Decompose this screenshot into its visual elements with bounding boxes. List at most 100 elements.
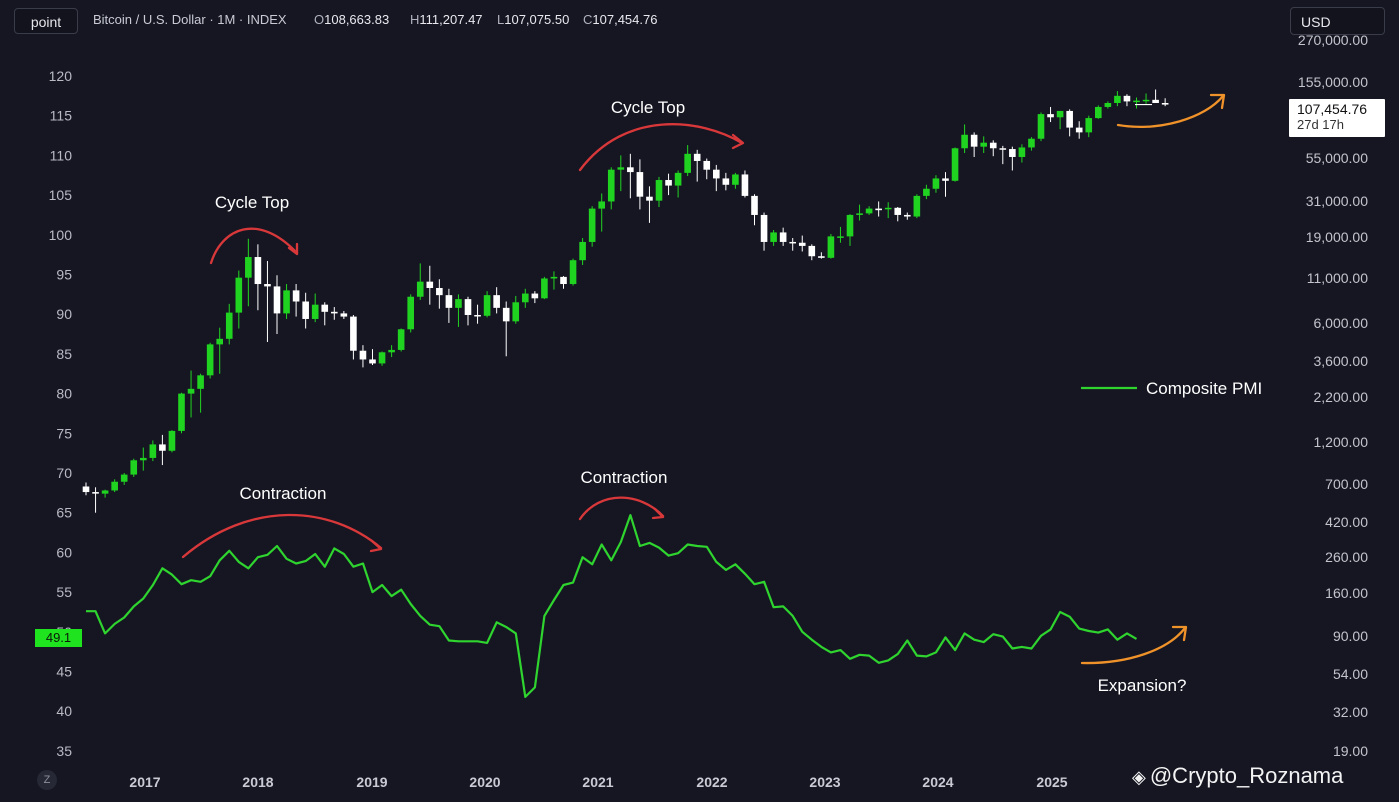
x-axis-tick: 2018 — [242, 774, 273, 790]
candle-body — [989, 142, 997, 149]
candle-body — [388, 349, 395, 353]
candle-body — [904, 214, 911, 217]
candle-body — [579, 241, 586, 261]
candle — [646, 186, 653, 223]
candle-body — [1028, 138, 1035, 148]
contraction-arrow-1 — [181, 513, 383, 559]
candle — [665, 173, 672, 196]
candle — [522, 288, 529, 308]
candle — [331, 307, 338, 320]
candle-body — [416, 281, 424, 297]
interval-button[interactable]: point — [14, 8, 78, 34]
candle — [302, 292, 309, 329]
candle-body — [865, 208, 873, 214]
last-price-tag: 107,454.76 27d 17h — [1289, 99, 1385, 137]
left-axis-tick: 45 — [56, 664, 72, 680]
candle-body — [665, 180, 672, 186]
candle — [1133, 97, 1140, 109]
candle-body — [273, 286, 281, 314]
candle — [674, 170, 682, 198]
currency-button[interactable]: USD — [1290, 7, 1385, 35]
candle-body — [798, 242, 806, 246]
candle — [216, 327, 223, 374]
left-axis-tick: 60 — [56, 544, 72, 560]
candle — [808, 244, 816, 261]
candle-body — [598, 201, 605, 209]
candle — [426, 265, 434, 305]
candle-body — [245, 257, 252, 278]
contraction-arrow-1-head — [369, 539, 383, 553]
candle-body — [1075, 127, 1083, 133]
candle-body — [455, 299, 462, 308]
candle — [932, 175, 940, 193]
candle-body — [1142, 99, 1150, 102]
candle-body — [607, 169, 615, 202]
candle-body — [331, 311, 338, 314]
right-axis-tick: 1,200.00 — [1314, 434, 1369, 450]
candle — [999, 145, 1007, 165]
candle-body — [1123, 95, 1131, 102]
candle — [378, 351, 386, 366]
candle — [693, 149, 701, 182]
candle-body — [254, 257, 262, 285]
candle — [798, 235, 806, 252]
ohlc-low: L107,075.50 — [497, 12, 570, 27]
candle-body — [464, 299, 472, 315]
candle — [369, 349, 376, 366]
annotation-label: Contraction — [240, 484, 327, 503]
expansion-arrow-2 — [1080, 626, 1187, 665]
candle-body — [1114, 95, 1121, 103]
candle — [311, 293, 319, 323]
x-axis-tick: 2017 — [129, 774, 160, 790]
candle — [140, 447, 147, 471]
candle — [636, 159, 644, 210]
candle — [579, 237, 586, 265]
candle — [531, 291, 539, 304]
candle — [1152, 89, 1159, 103]
candle — [1047, 106, 1054, 123]
right-axis-tick: 32.00 — [1333, 704, 1368, 720]
expansion-arrow-1-head — [1209, 93, 1226, 110]
left-axis-tick: 35 — [56, 743, 72, 759]
candle — [350, 314, 357, 360]
candle-body — [646, 196, 653, 201]
candle-body — [818, 256, 825, 258]
candle-body — [942, 178, 949, 181]
candle-body — [636, 172, 644, 197]
candle-body — [541, 278, 548, 299]
right-axis-tick: 54.00 — [1333, 666, 1368, 682]
zoom-reset-button[interactable]: Z — [37, 770, 57, 790]
candle-body — [627, 167, 634, 173]
left-axis-tick: 95 — [56, 267, 72, 283]
candle-body — [101, 490, 109, 494]
candle-body — [264, 284, 271, 287]
candle — [445, 288, 453, 323]
candle-body — [1066, 110, 1073, 128]
candle — [436, 279, 443, 309]
x-axis-tick: 2020 — [469, 774, 500, 790]
candle — [1104, 101, 1112, 109]
candle — [655, 176, 663, 208]
candle — [818, 252, 825, 259]
binance-logo-icon: ◈ — [1132, 767, 1146, 787]
candle — [1075, 121, 1083, 139]
candle-body — [1104, 102, 1112, 107]
expansion-arrow-1 — [1116, 94, 1225, 128]
x-axis-tick: 2025 — [1036, 774, 1067, 790]
candle-body — [474, 314, 481, 317]
right-axis-tick: 160.00 — [1325, 585, 1368, 601]
candle-body — [1085, 118, 1093, 133]
x-axis-tick: 2024 — [922, 774, 953, 790]
candle — [779, 227, 787, 246]
candle-body — [225, 312, 233, 339]
candle — [464, 296, 472, 326]
candle — [1018, 144, 1026, 163]
candle — [598, 193, 605, 232]
left-axis-tick: 75 — [56, 425, 72, 441]
right-axis-tick: 155,000.00 — [1298, 74, 1368, 90]
candle — [483, 291, 491, 318]
pmi-series-line — [86, 513, 1138, 699]
candle — [388, 345, 395, 358]
candle — [225, 303, 233, 345]
